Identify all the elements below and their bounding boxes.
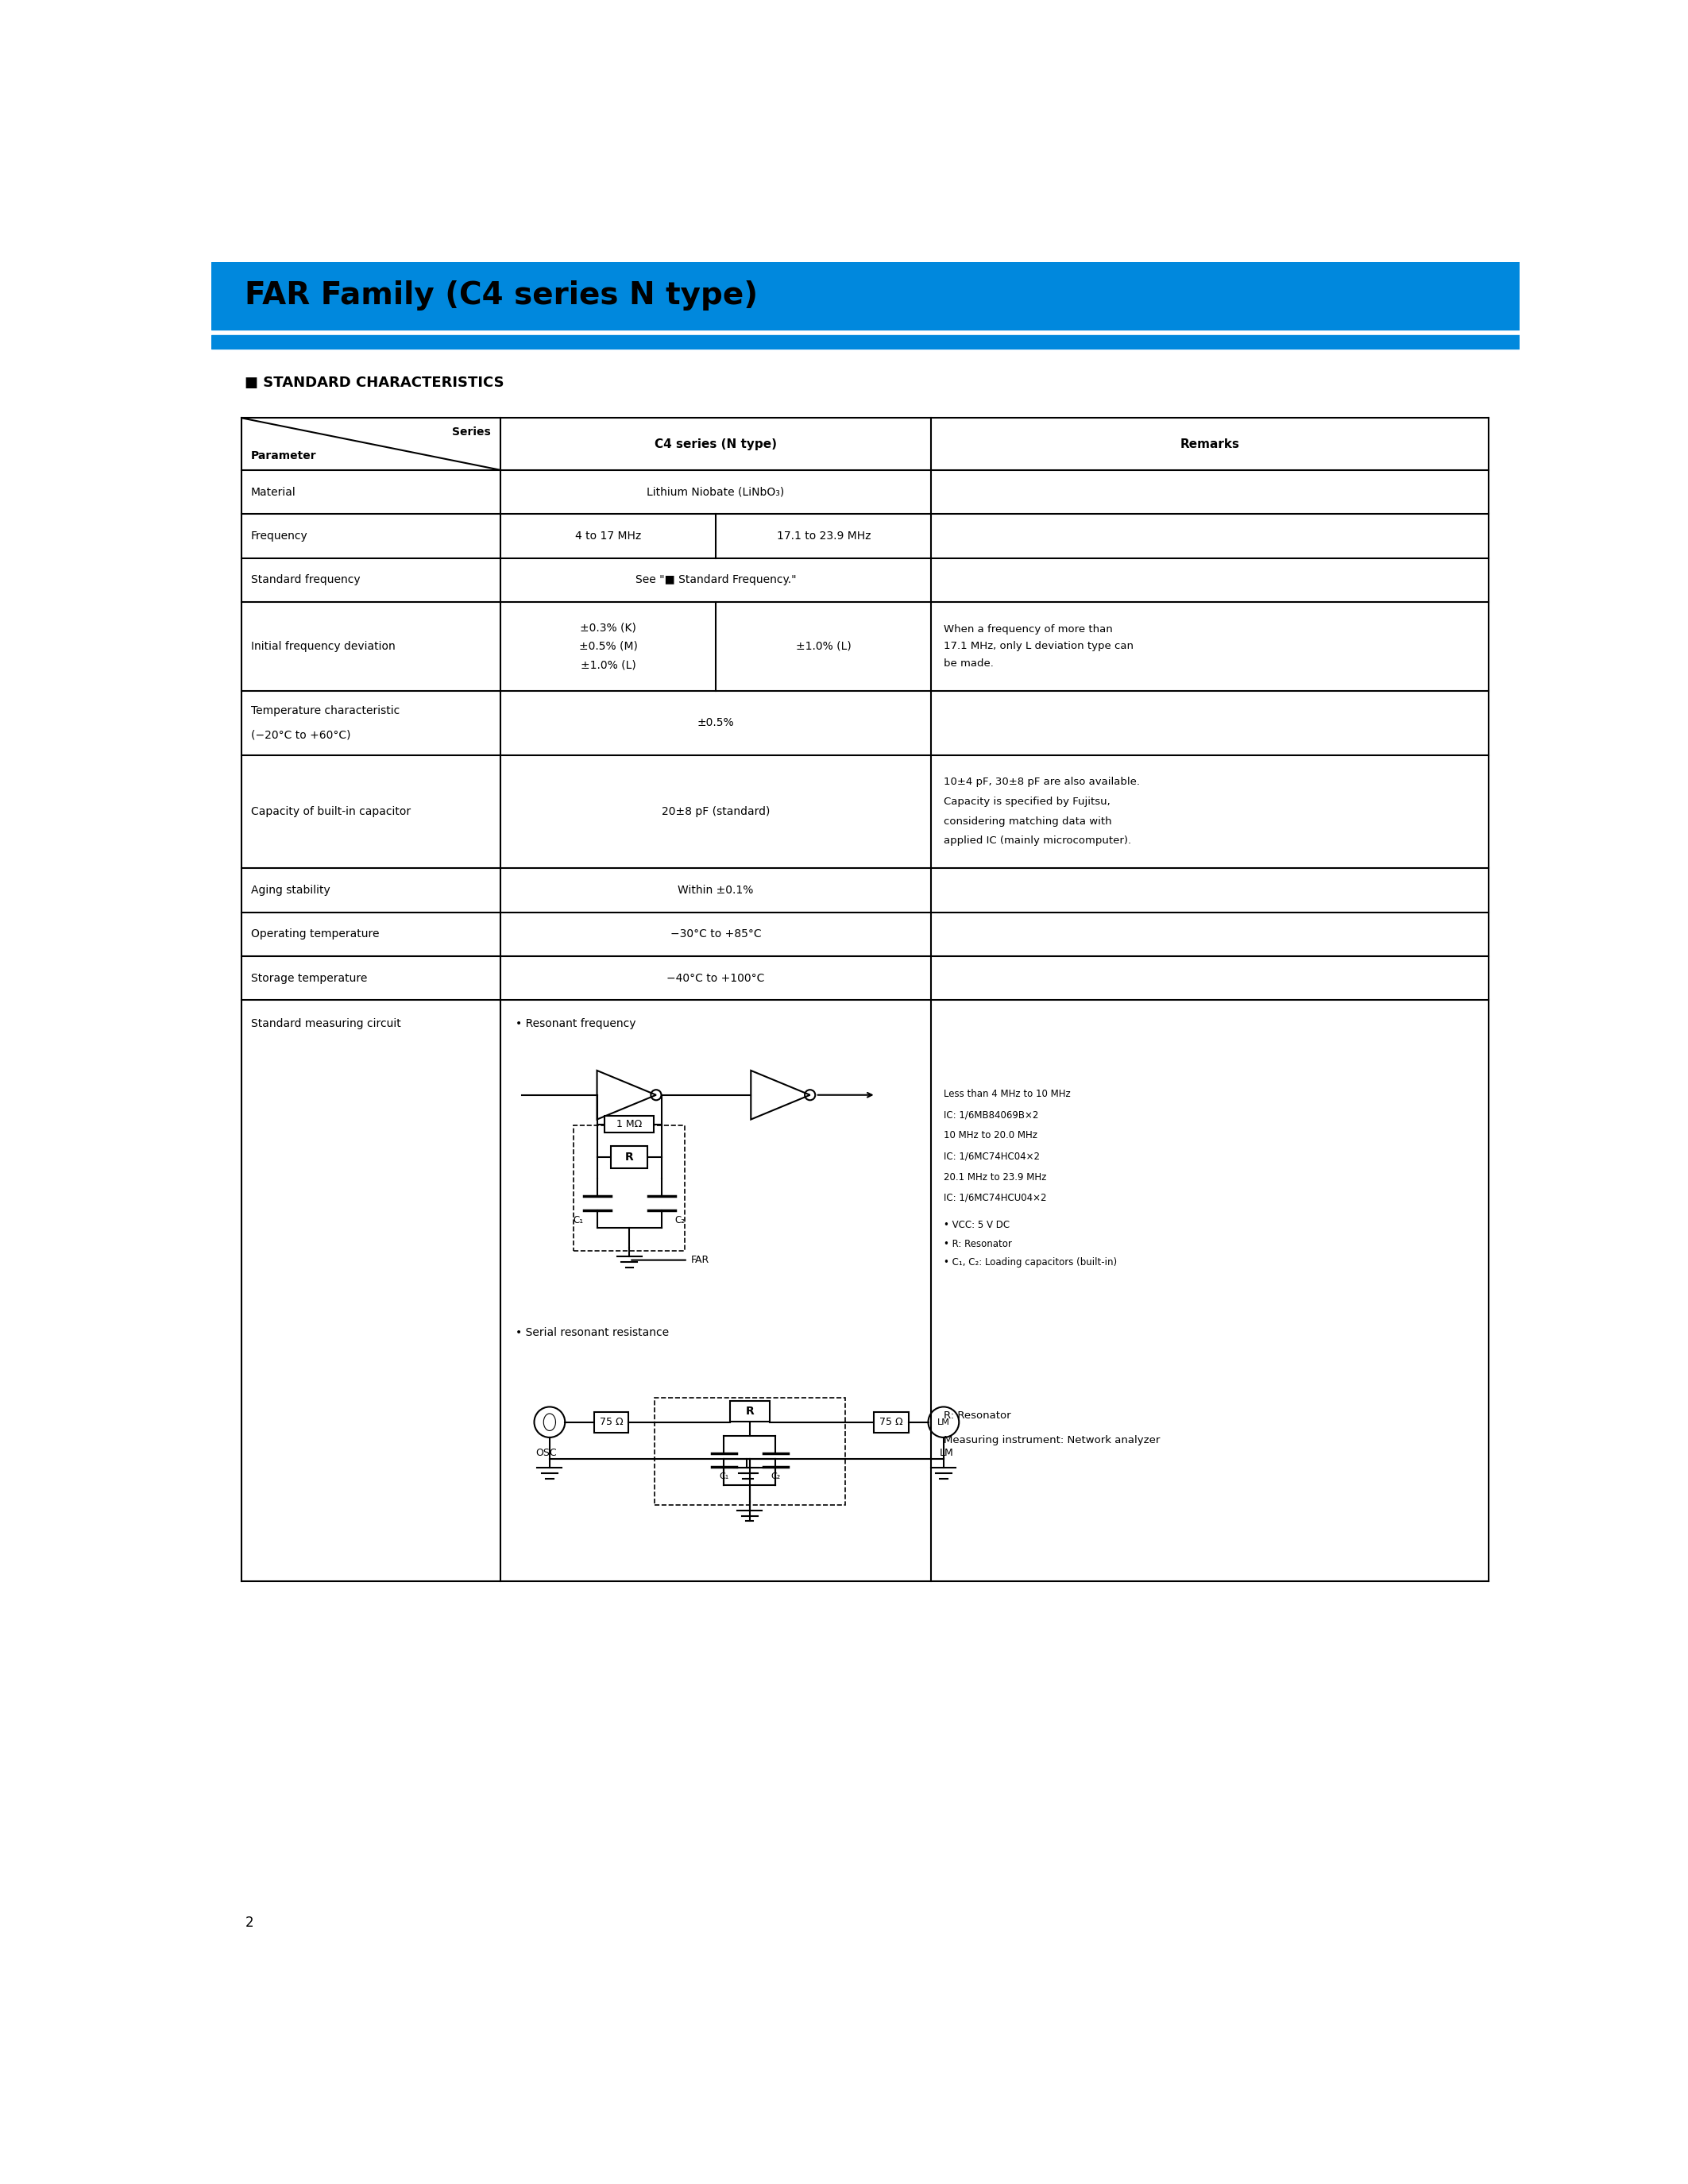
Text: 17.1 to 23.9 MHz: 17.1 to 23.9 MHz	[776, 531, 871, 542]
Text: applied IC (mainly microcomputer).: applied IC (mainly microcomputer).	[944, 836, 1131, 845]
Text: • R: Resonator: • R: Resonator	[944, 1238, 1011, 1249]
Text: When a frequency of more than: When a frequency of more than	[944, 625, 1112, 636]
Text: Series: Series	[452, 426, 491, 437]
Text: Lithium Niobate (LiNbO₃): Lithium Niobate (LiNbO₃)	[647, 487, 785, 498]
Text: ±0.3% (K): ±0.3% (K)	[581, 622, 636, 633]
Text: 1 MΩ: 1 MΩ	[616, 1118, 641, 1129]
Text: 75 Ω: 75 Ω	[879, 1417, 903, 1428]
Text: IC: 1/6MC74HC04×2: IC: 1/6MC74HC04×2	[944, 1151, 1040, 1162]
Text: ■ STANDARD CHARACTERISTICS: ■ STANDARD CHARACTERISTICS	[245, 376, 505, 391]
Bar	[729, 1400, 770, 1422]
Bar	[574, 1125, 685, 1251]
Bar	[211, 262, 1519, 330]
Text: 20±8 pF (standard): 20±8 pF (standard)	[662, 806, 770, 817]
Text: FAR: FAR	[690, 1256, 709, 1265]
Text: C4 series (N type): C4 series (N type)	[655, 439, 776, 450]
Text: R: Resonator: R: Resonator	[944, 1411, 1011, 1422]
Text: IC: 1/6MB84069B×2: IC: 1/6MB84069B×2	[944, 1109, 1038, 1120]
Text: −40°C to +100°C: −40°C to +100°C	[667, 972, 765, 983]
Text: Capacity of built-in capacitor: Capacity of built-in capacitor	[252, 806, 410, 817]
Text: Measuring instrument: Network analyzer: Measuring instrument: Network analyzer	[944, 1435, 1160, 1446]
Text: −30°C to +85°C: −30°C to +85°C	[670, 928, 761, 939]
Bar	[874, 1411, 908, 1433]
Text: ±1.0% (L): ±1.0% (L)	[581, 660, 636, 670]
Text: Capacity is specified by Fujitsu,: Capacity is specified by Fujitsu,	[944, 797, 1111, 806]
Text: • Serial resonant resistance: • Serial resonant resistance	[517, 1328, 668, 1339]
Bar	[211, 336, 1519, 349]
Text: Temperature characteristic: Temperature characteristic	[252, 705, 400, 716]
Text: 4 to 17 MHz: 4 to 17 MHz	[576, 531, 641, 542]
Text: 20.1 MHz to 23.9 MHz: 20.1 MHz to 23.9 MHz	[944, 1173, 1047, 1182]
Text: be made.: be made.	[944, 657, 994, 668]
Text: Frequency: Frequency	[252, 531, 307, 542]
Bar	[604, 1116, 653, 1133]
Text: C₁: C₁	[719, 1472, 729, 1481]
Text: (−20°C to +60°C): (−20°C to +60°C)	[252, 729, 351, 740]
Text: R: R	[625, 1151, 633, 1162]
Text: Operating temperature: Operating temperature	[252, 928, 380, 939]
Text: Standard frequency: Standard frequency	[252, 574, 360, 585]
Text: C₁: C₁	[574, 1216, 584, 1225]
Text: See "■ Standard Frequency.": See "■ Standard Frequency."	[635, 574, 797, 585]
Text: Storage temperature: Storage temperature	[252, 972, 368, 983]
Text: 2: 2	[245, 1915, 253, 1928]
Text: Less than 4 MHz to 10 MHz: Less than 4 MHz to 10 MHz	[944, 1090, 1070, 1099]
Text: Initial frequency deviation: Initial frequency deviation	[252, 640, 395, 653]
Text: 17.1 MHz, only L deviation type can: 17.1 MHz, only L deviation type can	[944, 642, 1133, 651]
Text: ±0.5%: ±0.5%	[697, 716, 734, 729]
Text: 10 MHz to 20.0 MHz: 10 MHz to 20.0 MHz	[944, 1131, 1038, 1140]
Text: Parameter: Parameter	[252, 450, 317, 461]
Text: Within ±0.1%: Within ±0.1%	[679, 885, 753, 895]
Text: • VCC: 5 V DC: • VCC: 5 V DC	[944, 1221, 1009, 1230]
Bar	[655, 1398, 846, 1505]
Text: 10±4 pF, 30±8 pF are also available.: 10±4 pF, 30±8 pF are also available.	[944, 778, 1139, 788]
Text: OSC: OSC	[537, 1448, 557, 1459]
Text: LM: LM	[940, 1448, 954, 1459]
Bar	[611, 1147, 648, 1168]
Bar	[594, 1411, 628, 1433]
Text: 75 Ω: 75 Ω	[599, 1417, 623, 1428]
Text: IC: 1/6MC74HCU04×2: IC: 1/6MC74HCU04×2	[944, 1192, 1047, 1203]
Text: LM: LM	[937, 1417, 950, 1426]
Text: Material: Material	[252, 487, 295, 498]
Text: R: R	[746, 1406, 755, 1417]
Text: • C₁, C₂: Loading capacitors (built-in): • C₁, C₂: Loading capacitors (built-in)	[944, 1258, 1117, 1267]
Text: C₂: C₂	[771, 1472, 780, 1481]
Text: Remarks: Remarks	[1180, 439, 1239, 450]
Text: • Resonant frequency: • Resonant frequency	[517, 1018, 636, 1029]
Text: ±1.0% (L): ±1.0% (L)	[795, 640, 851, 653]
Text: C₂: C₂	[675, 1216, 685, 1225]
Text: FAR Family (C4 series N type): FAR Family (C4 series N type)	[245, 280, 758, 310]
Text: Standard measuring circuit: Standard measuring circuit	[252, 1018, 402, 1029]
Text: considering matching data with: considering matching data with	[944, 817, 1112, 826]
Text: Aging stability: Aging stability	[252, 885, 331, 895]
Text: ±0.5% (M): ±0.5% (M)	[579, 640, 638, 653]
